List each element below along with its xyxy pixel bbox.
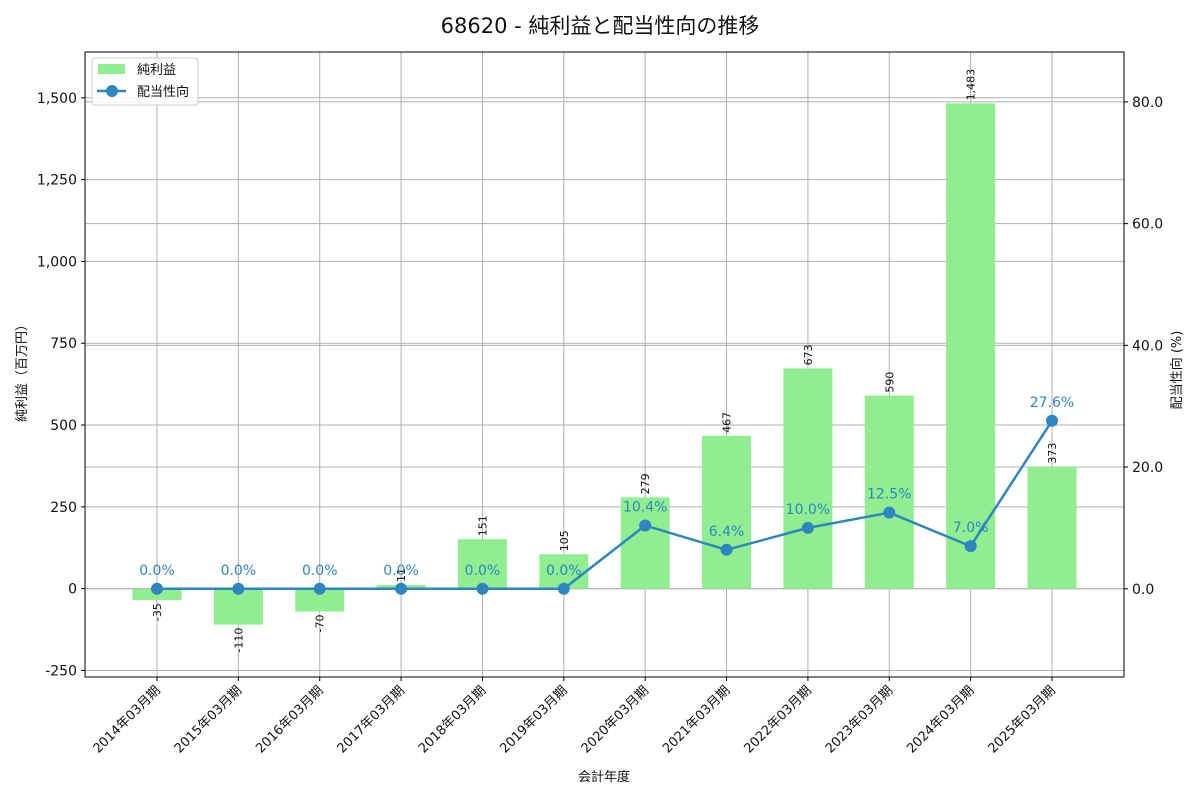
- line-value-label: 0.0%: [383, 563, 419, 579]
- y-left-tick-label: 750: [50, 336, 77, 352]
- line-value-label: 0.0%: [139, 563, 175, 579]
- line-marker: [801, 521, 814, 534]
- x-tick-label: 2014年03月期: [91, 683, 164, 756]
- legend-swatch-bar: [98, 64, 125, 74]
- x-tick-label: 2020年03月期: [579, 683, 652, 756]
- legend-label-bar: 純利益: [137, 63, 176, 78]
- line-marker: [395, 582, 408, 595]
- plot-frame: [84, 51, 1125, 678]
- line-marker: [313, 582, 326, 595]
- x-tick-label: 2022年03月期: [741, 683, 814, 756]
- x-tick-label: 2025年03月期: [986, 683, 1059, 756]
- line-marker: [557, 582, 570, 595]
- bar-value-label: -70: [314, 615, 327, 633]
- x-tick-label: 2017年03月期: [335, 683, 408, 756]
- bar-value-label: 105: [558, 530, 571, 551]
- chart-title: 68620 - 純利益と配当性向の推移: [441, 14, 760, 38]
- line-value-label: 0.0%: [546, 563, 582, 579]
- x-tick-label: 2023年03月期: [823, 683, 896, 756]
- y-axis-left: -250 0 250 500 750 1,000 1,250 1,500: [37, 91, 85, 679]
- line-value-label: 7.0%: [953, 520, 989, 536]
- line-marker: [232, 582, 245, 595]
- bar-value-label: 11: [395, 568, 408, 582]
- line-marker: [639, 519, 652, 532]
- line-value-label: 12.5%: [867, 487, 911, 503]
- x-tick-label: 2015年03月期: [172, 683, 245, 756]
- bar-value-label: -35: [151, 603, 164, 621]
- line-path: [157, 420, 1054, 591]
- bar: [946, 103, 996, 589]
- bar-value-label: 151: [476, 515, 489, 536]
- y-axis-right-label: 配当性向 (%): [1169, 331, 1185, 410]
- line-value-label: 6.4%: [709, 524, 745, 540]
- line-series: 0.0% 0.0% 0.0% 0.0% 0.0% 0.0% 10.4% 6.4% 10.0% 12…: [139, 395, 1074, 595]
- legend: 純利益 配当性向: [91, 57, 199, 106]
- bar-value-label: 467: [721, 412, 734, 433]
- y-left-tick-label: 1,000: [37, 254, 77, 270]
- bar-value-label: 673: [802, 344, 815, 365]
- y-axis-left-label: 純利益（百万円）: [15, 318, 30, 422]
- y-right-tick-label: 40.0: [1132, 338, 1163, 354]
- line-value-label: 10.4%: [623, 499, 667, 515]
- y-right-tick-label: 60.0: [1132, 217, 1163, 233]
- bar-series: [132, 103, 1077, 625]
- bar-value-label: -110: [232, 628, 245, 653]
- line-marker: [1046, 414, 1058, 427]
- bar-value-label: 1,483: [965, 69, 978, 101]
- bar: [1027, 466, 1077, 589]
- line-marker: [476, 582, 489, 595]
- y-left-tick-label: 500: [50, 418, 77, 434]
- y-left-tick-label: 1,250: [37, 173, 77, 189]
- line-marker: [720, 543, 733, 556]
- y-left-tick-label: 1,500: [37, 91, 77, 107]
- bar-value-labels: -35 -110 -70 11 151 105 279 467 673 590 1,483 373: [151, 69, 1059, 653]
- bar: [702, 435, 752, 589]
- bar-value-label: 279: [639, 473, 652, 494]
- y-left-tick-label: 0: [68, 582, 77, 598]
- x-tick-label: 2019年03月期: [497, 683, 570, 756]
- line-value-label: 0.0%: [302, 563, 338, 579]
- legend-label-line: 配当性向: [137, 84, 189, 100]
- line-marker: [883, 506, 896, 519]
- x-tick-label: 2024年03月期: [904, 683, 977, 756]
- y-right-tick-label: 80.0: [1132, 95, 1163, 111]
- line-marker: [151, 582, 163, 595]
- y-right-tick-label: 0.0: [1132, 582, 1154, 598]
- line-marker: [964, 540, 977, 553]
- line-value-label: 0.0%: [465, 563, 501, 579]
- x-axis: 2014年03月期 2015年03月期 2016年03月期 2017年03月期 2018…: [91, 677, 1059, 757]
- y-left-tick-label: -250: [45, 663, 77, 679]
- bar: [295, 588, 345, 612]
- bar: [620, 497, 670, 589]
- line-value-label: 10.0%: [786, 502, 830, 518]
- bar: [783, 368, 833, 589]
- y-right-tick-label: 20.0: [1132, 460, 1163, 476]
- y-left-tick-label: 250: [50, 500, 77, 516]
- x-tick-label: 2018年03月期: [416, 683, 489, 756]
- x-tick-label: 2021年03月期: [660, 683, 733, 756]
- line-value-label: 0.0%: [221, 563, 257, 579]
- legend-marker-icon: [106, 85, 118, 97]
- line-value-label: 27.6%: [1030, 395, 1074, 411]
- x-tick-label: 2016年03月期: [253, 683, 326, 756]
- y-axis-right: 0.0 20.0 40.0 60.0 80.0: [1124, 95, 1163, 598]
- bar-value-label: 373: [1046, 443, 1059, 464]
- bar: [457, 539, 507, 589]
- bar: [864, 395, 914, 589]
- x-axis-label: 会計年度: [578, 769, 630, 785]
- bar-value-label: 590: [883, 372, 896, 393]
